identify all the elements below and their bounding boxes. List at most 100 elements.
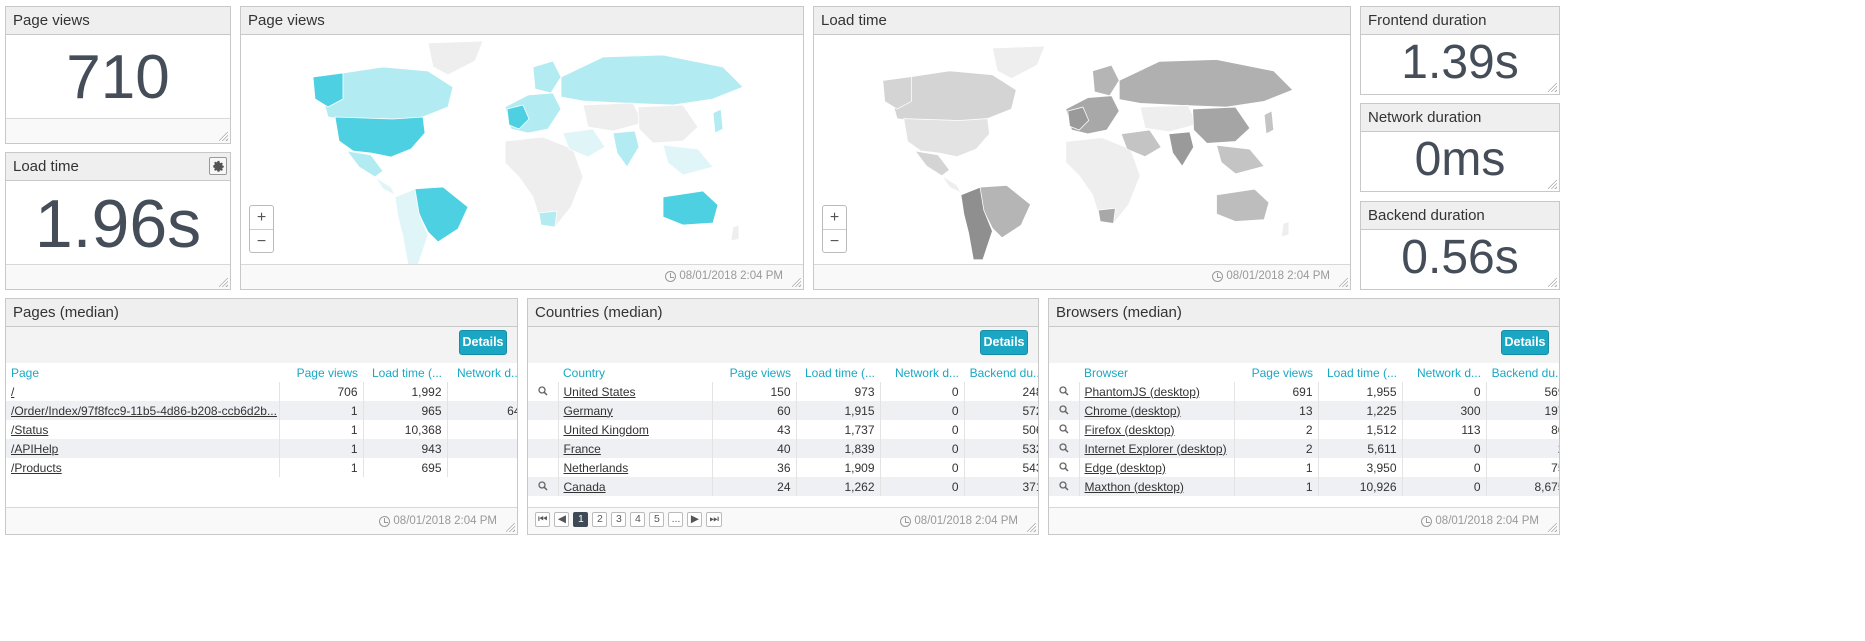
- country-link[interactable]: Netherlands: [563, 460, 629, 475]
- cell: 0: [880, 458, 965, 477]
- column-header-page[interactable]: Page: [11, 365, 40, 380]
- cell: 1,737: [796, 420, 881, 439]
- cell: 1,262: [796, 477, 881, 496]
- country-link[interactable]: France: [563, 441, 601, 456]
- search-icon[interactable]: [1059, 404, 1069, 415]
- resize-grip-icon[interactable]: [1548, 278, 1557, 287]
- page-link[interactable]: /Status: [11, 422, 49, 437]
- cell: 60: [712, 401, 797, 420]
- page-link[interactable]: /: [11, 384, 15, 399]
- column-header-load-time[interactable]: Load time (...: [1326, 365, 1397, 380]
- cell: 1: [279, 458, 364, 477]
- map-new-zealand: [730, 224, 740, 242]
- last-page-button[interactable]: ⏭: [706, 512, 722, 527]
- resize-grip-icon[interactable]: [1548, 180, 1557, 189]
- browser-link[interactable]: Firefox (desktop): [1084, 422, 1175, 437]
- details-button[interactable]: Details: [1501, 330, 1549, 355]
- column-header-network[interactable]: Network d...: [456, 365, 518, 380]
- search-icon[interactable]: [1059, 442, 1069, 453]
- column-header-page-views[interactable]: Page views: [729, 365, 791, 380]
- resize-grip-icon[interactable]: [219, 278, 228, 287]
- table-row: PhantomJS (desktop) 691 1,955 0 569: [1049, 382, 1559, 401]
- browser-link[interactable]: Internet Explorer (desktop): [1084, 441, 1227, 456]
- resize-grip-icon[interactable]: [1548, 523, 1557, 532]
- cell: 0: [1402, 439, 1487, 458]
- more-pages-button[interactable]: ...: [668, 512, 684, 527]
- page-link[interactable]: /APIHelp: [11, 441, 59, 456]
- zoom-out-button[interactable]: −: [823, 229, 846, 252]
- country-link[interactable]: Germany: [563, 403, 613, 418]
- search-icon[interactable]: [538, 480, 548, 491]
- resize-grip-icon[interactable]: [1339, 278, 1348, 287]
- map-india: [612, 130, 640, 168]
- map-russia: [560, 54, 744, 106]
- resize-grip-icon[interactable]: [506, 523, 515, 532]
- cell: 1: [279, 401, 364, 420]
- prev-page-button[interactable]: ◀: [554, 512, 570, 527]
- first-page-button[interactable]: ⏮: [535, 512, 551, 527]
- world-map-load-time[interactable]: [816, 37, 1350, 265]
- cell: 1,909: [796, 458, 881, 477]
- browser-link[interactable]: PhantomJS (desktop): [1084, 384, 1200, 399]
- column-header-page-views[interactable]: Page views: [1251, 365, 1313, 380]
- widget-footer: [241, 264, 803, 289]
- details-button[interactable]: Details: [980, 330, 1028, 355]
- page-button[interactable]: 5: [649, 512, 665, 527]
- search-icon[interactable]: [1059, 423, 1069, 434]
- column-header-network[interactable]: Network d...: [894, 365, 959, 380]
- column-header-load-time[interactable]: Load time (...: [371, 365, 442, 380]
- cell: 569: [1486, 382, 1559, 401]
- column-header-backend[interactable]: Backend du...: [1491, 365, 1560, 380]
- search-icon[interactable]: [538, 385, 548, 396]
- column-header-backend[interactable]: Backend du...: [969, 365, 1039, 380]
- page-button[interactable]: 2: [592, 512, 608, 527]
- country-link[interactable]: United States: [563, 384, 636, 399]
- column-header-page-views[interactable]: Page views: [296, 365, 358, 380]
- next-page-button[interactable]: ▶: [687, 512, 703, 527]
- kpi-value: 0.56s: [1401, 231, 1519, 284]
- clock-icon: [379, 515, 391, 527]
- map-canada: [312, 66, 454, 122]
- map-central-america: [941, 175, 962, 194]
- zoom-in-button[interactable]: +: [256, 209, 267, 226]
- resize-grip-icon[interactable]: [1548, 83, 1557, 92]
- resize-grip-icon[interactable]: [1027, 523, 1036, 532]
- search-icon[interactable]: [1059, 480, 1069, 491]
- widget-title: Backend duration: [1361, 202, 1559, 230]
- details-button[interactable]: Details: [459, 330, 507, 355]
- cell: 1,512: [1318, 420, 1403, 439]
- timestamp: 08/01/2018 2:04 PM: [900, 515, 1018, 527]
- map-china: [1192, 106, 1251, 144]
- map-alaska: [882, 76, 912, 110]
- column-header-country[interactable]: Country: [563, 365, 606, 380]
- cell: 10,368: [363, 420, 448, 439]
- world-map-page-views[interactable]: [243, 37, 803, 265]
- browser-link[interactable]: Chrome (desktop): [1084, 403, 1181, 418]
- cell: 0: [1402, 382, 1487, 401]
- column-header-browser[interactable]: Browser: [1084, 365, 1129, 380]
- resize-grip-icon[interactable]: [219, 132, 228, 141]
- search-icon[interactable]: [1059, 385, 1069, 396]
- column-header-network[interactable]: Network d...: [1416, 365, 1481, 380]
- zoom-out-button[interactable]: −: [250, 229, 273, 252]
- browser-link[interactable]: Edge (desktop): [1084, 460, 1166, 475]
- clock-icon: [665, 270, 677, 282]
- page-link[interactable]: /Products: [11, 460, 62, 475]
- map-india: [1168, 131, 1195, 167]
- column-header-load-time[interactable]: Load time (...: [804, 365, 875, 380]
- page-link[interactable]: /Order/Index/97f8fcc9-11b5-4d86-b208-ccb…: [11, 403, 277, 418]
- country-link[interactable]: Canada: [563, 479, 606, 494]
- resize-grip-icon[interactable]: [792, 278, 801, 287]
- search-icon[interactable]: [1059, 461, 1069, 472]
- browser-link[interactable]: Maxthon (desktop): [1084, 479, 1184, 494]
- country-link[interactable]: United Kingdom: [563, 422, 649, 437]
- map-south-america-west: [960, 186, 993, 261]
- zoom-in-button[interactable]: +: [829, 209, 840, 226]
- cell: 13: [1234, 401, 1319, 420]
- page-button[interactable]: 3: [611, 512, 627, 527]
- page-button[interactable]: 1: [573, 512, 589, 527]
- gear-icon[interactable]: [209, 157, 227, 175]
- map-south-america-west: [394, 188, 429, 265]
- timestamp: 08/01/2018 2:04 PM: [1421, 515, 1539, 527]
- page-button[interactable]: 4: [630, 512, 646, 527]
